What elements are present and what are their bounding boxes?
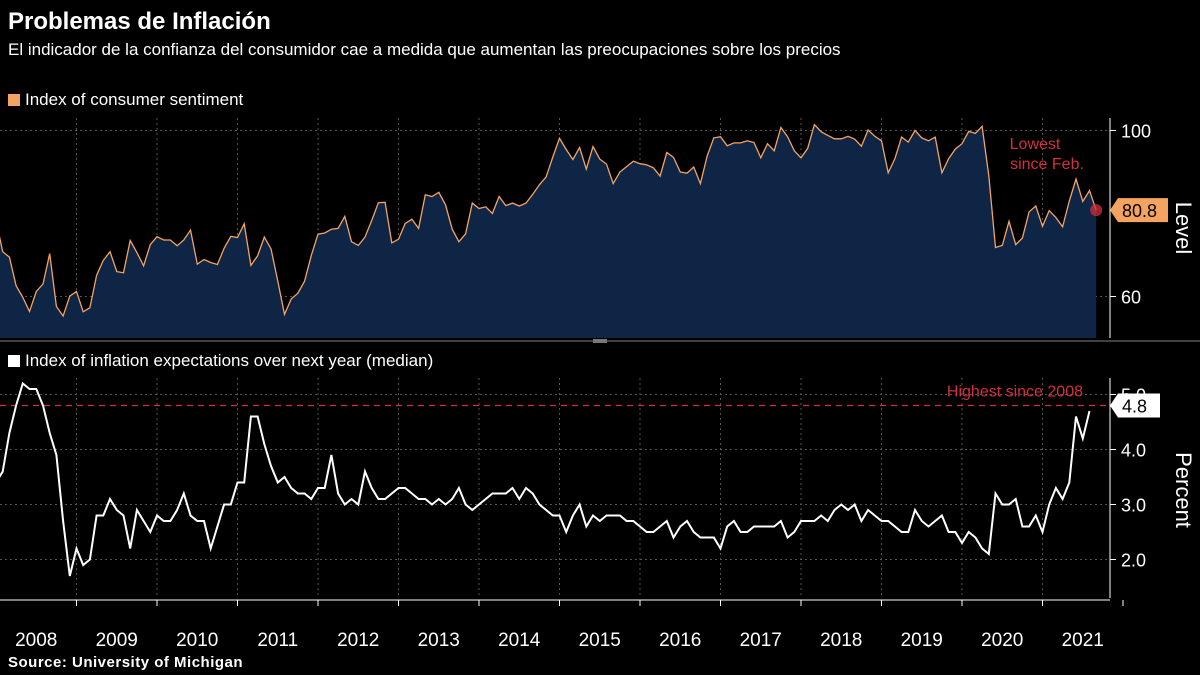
sentiment-legend-swatch xyxy=(8,94,20,106)
x-tick-label: 2019 xyxy=(901,630,943,651)
x-tick-label: 2021 xyxy=(1062,630,1104,651)
x-axis: 2008 2009 2010 2011 2012 2013 2014 2015 2016 2017… xyxy=(0,599,1124,651)
sentiment-annotation: Lowest since Feb. xyxy=(1010,136,1084,173)
x-tick-label: 2013 xyxy=(418,630,460,651)
sentiment-legend: Index of consumer sentiment xyxy=(8,90,243,110)
y-tick-label: 4.0 xyxy=(1121,441,1146,461)
sentiment-legend-label: Index of consumer sentiment xyxy=(25,90,244,109)
x-tick-label: 2008 xyxy=(15,630,57,651)
x-tick-label: 2016 xyxy=(659,630,701,651)
last-value-tag xyxy=(1110,393,1160,418)
last-value-tag xyxy=(1110,198,1168,223)
y-tick-label: 3.0 xyxy=(1121,496,1146,516)
x-tick-label: 2009 xyxy=(96,630,138,651)
inflation-legend: Index of inflation expectations over nex… xyxy=(8,351,433,371)
inflation-legend-swatch xyxy=(8,355,20,367)
sentiment-area xyxy=(0,124,1097,338)
sentiment-panel: 60 100 Lowest since Feb. 80.8 Level xyxy=(0,118,1196,338)
inflation-line xyxy=(0,381,1091,577)
annotation-line-1: Lowest xyxy=(1010,136,1061,153)
x-tick-label: 2017 xyxy=(740,630,782,651)
sentiment-last-marker xyxy=(1090,204,1103,217)
x-tick-label: 2011 xyxy=(257,630,298,651)
chart-subtitle: El indicador de la confianza del consumi… xyxy=(8,40,841,59)
x-tick-label: 2020 xyxy=(981,630,1023,651)
panel-divider-handle xyxy=(593,339,607,343)
y-axis-title: Percent xyxy=(1171,452,1196,528)
source-note: Source: University of Michigan xyxy=(8,654,244,671)
chart-title: Problemas de Inflación xyxy=(8,8,271,35)
last-value-label: 4.8 xyxy=(1122,397,1147,417)
x-tick-label: 2010 xyxy=(176,630,218,651)
y-tick-label: 2.0 xyxy=(1121,551,1146,571)
inflation-legend-label: Index of inflation expectations over nex… xyxy=(25,351,434,370)
x-tick-label: 2012 xyxy=(337,630,379,651)
y-tick-label: 100 xyxy=(1121,121,1151,141)
x-tick-label: 2018 xyxy=(820,630,862,651)
x-tick-label: 2014 xyxy=(498,630,541,651)
y-tick-label: 60 xyxy=(1121,287,1141,307)
sentiment-line xyxy=(0,123,1097,318)
inflation-annotation: Highest since 2008 xyxy=(947,384,1083,401)
x-tick-label: 2015 xyxy=(579,630,621,651)
annotation-line-2: since Feb. xyxy=(1010,156,1084,173)
last-value-label: 80.8 xyxy=(1122,201,1157,221)
y-axis-title: Level xyxy=(1171,202,1196,255)
